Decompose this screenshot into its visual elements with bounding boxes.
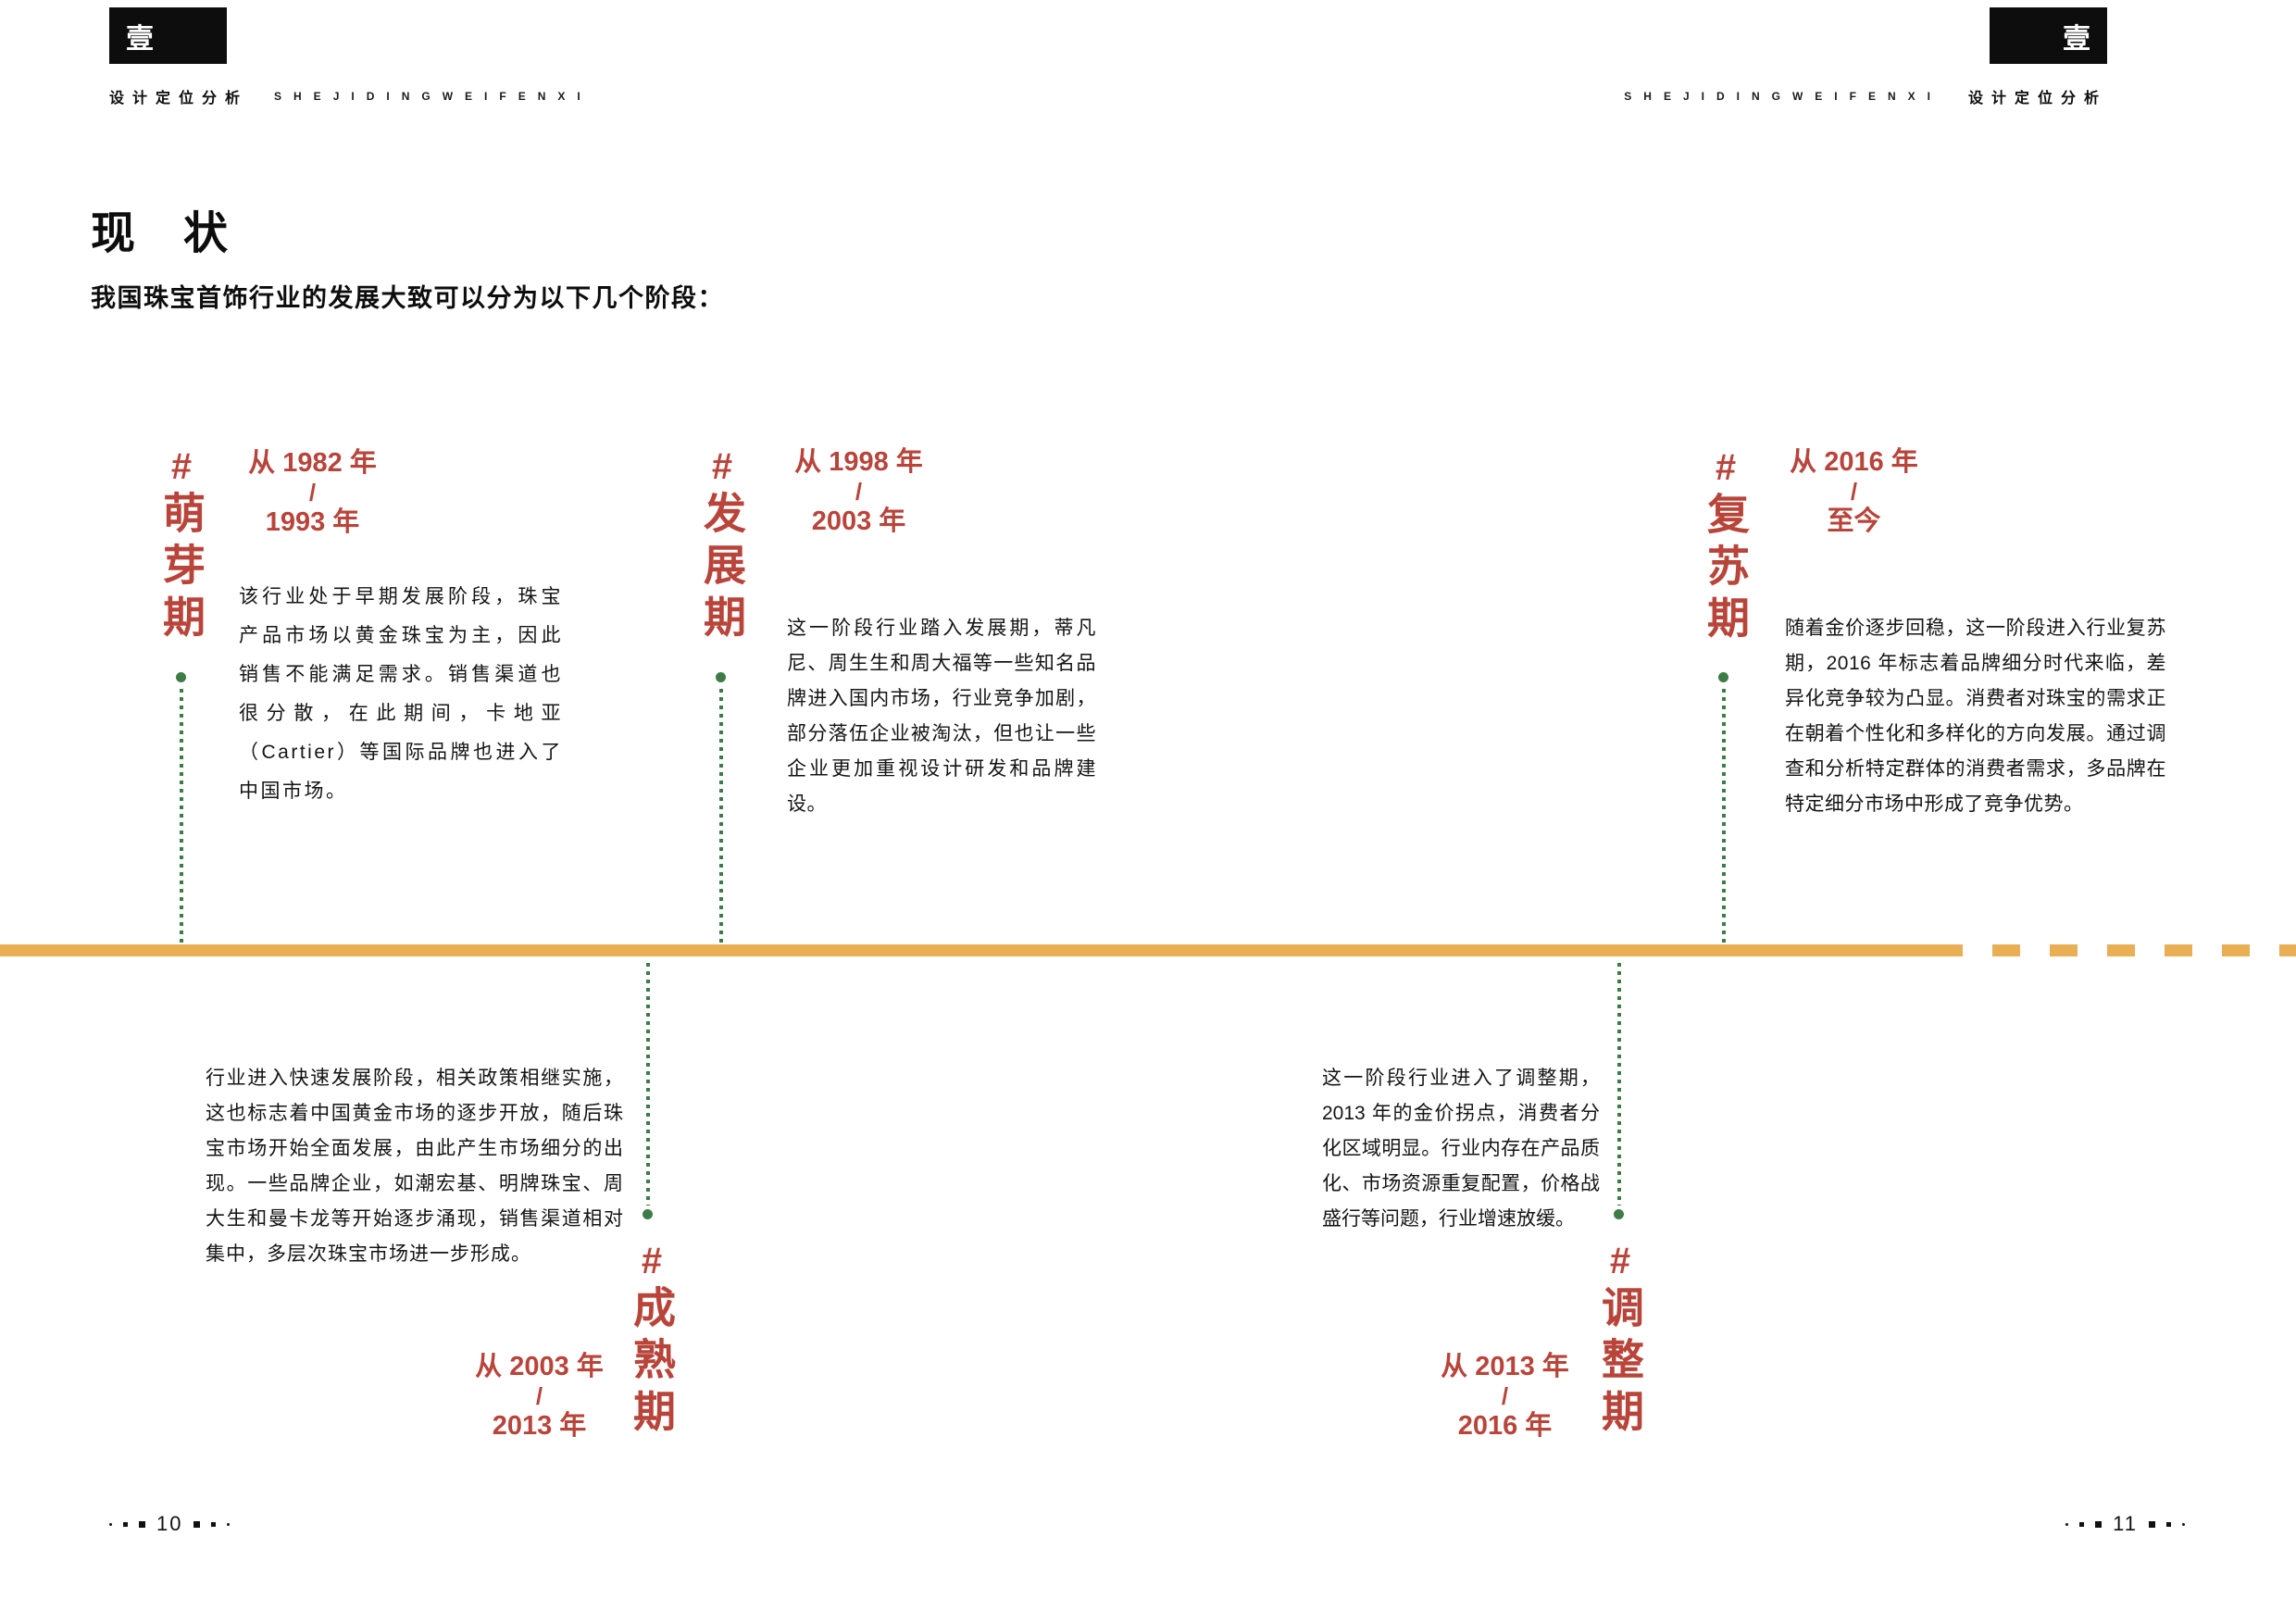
footer-ornament-square <box>193 1520 201 1528</box>
date-to: 2016 年 <box>1457 1411 1553 1441</box>
timeline-node-dot <box>643 1209 653 1219</box>
hash-icon: # <box>170 446 193 487</box>
hash-icon: # <box>711 446 733 487</box>
date-from: 从 1998 年 <box>794 447 923 477</box>
timeline-connector <box>719 689 723 944</box>
section-title-cn: 设计定位分析 <box>1967 91 2107 106</box>
page-number: 10 <box>156 1512 183 1535</box>
date-from: 从 2013 年 <box>1441 1352 1569 1381</box>
stage-label-fusuqi: # 复苏期 <box>1700 447 1752 647</box>
chapter-badge-label: 壹 <box>126 23 154 55</box>
page-title: 现 状 <box>91 209 231 258</box>
date-separator: / <box>535 1382 543 1410</box>
date-separator: / <box>855 478 863 506</box>
footer-ornament-square <box>2149 1520 2155 1528</box>
stage-dates-fusuqi: 从 2016 年 / 至今 <box>1773 447 1935 536</box>
stage-dates-chengshuqi: 从 2003 年 / 2013 年 <box>458 1352 620 1441</box>
stage-name: 发展期 <box>698 491 746 646</box>
section-header-left: 设计定位分析 SHEJIDINGWEIFENXI <box>109 85 593 107</box>
stage-label-chengshuqi: # 成熟期 <box>626 1241 678 1441</box>
stage-body-chengshuqi: 行业进入快速发展阶段，相关政策相继实施，这也标志着中国黄金市场的逐步开放，随后珠… <box>206 1068 624 1265</box>
stage-label-fazhanqi: # 发展期 <box>696 446 748 646</box>
footer-ornament-square <box>211 1521 217 1527</box>
timeline-node-dot <box>716 672 726 682</box>
timeline-connector <box>646 963 650 1206</box>
footer-ornament-dot <box>2065 1522 2069 1526</box>
chapter-badge-label: 壹 <box>2063 23 2090 55</box>
timeline-connector <box>1617 963 1621 1206</box>
stage-body-mengyaqi: 该行业处于早期发展阶段，珠宝产品市场以黄金珠宝为主，因此销售不能满足需求。销售渠… <box>239 586 563 802</box>
page-number-right: 11 <box>2065 1512 2185 1535</box>
footer-ornament-dot <box>2182 1522 2185 1526</box>
footer-ornament-square <box>2095 1520 2103 1528</box>
date-from: 从 2003 年 <box>475 1352 604 1381</box>
stage-dates-mengyaqi: 从 1982 年 / 1993 年 <box>231 448 393 537</box>
page-subtitle: 我国珠宝首饰行业的发展大致可以分为以下几个阶段： <box>91 284 724 312</box>
hash-icon: # <box>1715 447 1737 488</box>
date-to: 2003 年 <box>811 506 906 536</box>
footer-ornament-square <box>2079 1521 2085 1527</box>
stage-name: 成熟期 <box>628 1285 676 1441</box>
stage-name: 萌芽期 <box>157 491 206 646</box>
page-number: 11 <box>2113 1512 2138 1535</box>
date-to: 2013 年 <box>492 1411 587 1441</box>
date-separator: / <box>1501 1382 1509 1410</box>
stage-body-tiaozhengqi: 这一阶段行业进入了调整期，2013 年的金价拐点，消费者分化区域明显。行业内存在… <box>1322 1068 1600 1230</box>
timeline-axis-dashed <box>1963 944 2296 956</box>
timeline-axis <box>0 944 1963 956</box>
section-title-cn: 设计定位分析 <box>109 91 249 106</box>
hash-icon: # <box>641 1241 663 1281</box>
section-title-latin: SHEJIDINGWEIFENXI <box>274 90 593 103</box>
stage-name: 调整期 <box>1596 1285 1644 1441</box>
section-title-latin: SHEJIDINGWEIFENXI <box>1624 90 1942 103</box>
chapter-badge-right: 壹 <box>1990 7 2107 64</box>
footer-ornament-dot <box>227 1522 231 1526</box>
footer-ornament-square <box>139 1520 145 1528</box>
timeline-connector <box>180 689 183 944</box>
stage-body-fazhanqi: 这一阶段行业踏入发展期，蒂凡尼、周生生和周大福等一些知名品牌进入国内市场，行业竞… <box>787 618 1096 815</box>
timeline-connector <box>1722 689 1726 944</box>
stage-name: 复苏期 <box>1702 492 1750 647</box>
stage-label-tiaozhengqi: # 调整期 <box>1594 1241 1646 1441</box>
timeline-node-dot <box>1718 672 1728 682</box>
footer-ornament-square <box>123 1521 128 1527</box>
stage-label-mengyaqi: # 萌芽期 <box>156 446 207 646</box>
chapter-badge-left: 壹 <box>109 7 227 64</box>
date-from: 从 2016 年 <box>1790 447 1918 477</box>
stage-dates-tiaozhengqi: 从 2013 年 / 2016 年 <box>1424 1352 1586 1441</box>
hash-icon: # <box>1609 1241 1631 1281</box>
date-to: 至今 <box>1827 506 1881 536</box>
date-from: 从 1982 年 <box>248 448 377 478</box>
page-number-left: 10 <box>109 1512 231 1535</box>
footer-ornament-square <box>2166 1521 2171 1527</box>
footer-ornament-dot <box>109 1522 112 1526</box>
timeline-node-dot <box>176 672 186 682</box>
section-header-right: SHEJIDINGWEIFENXI 设计定位分析 <box>1624 85 2107 107</box>
date-separator: / <box>308 479 317 506</box>
stage-body-fusuqi: 随着金价逐步回稳，这一阶段进入行业复苏期，2016 年标志着品牌细分时代来临，差… <box>1785 618 2166 815</box>
date-to: 1993 年 <box>265 507 360 537</box>
date-separator: / <box>1850 478 1858 506</box>
stage-dates-fazhanqi: 从 1998 年 / 2003 年 <box>778 447 940 536</box>
timeline-node-dot <box>1614 1209 1624 1219</box>
